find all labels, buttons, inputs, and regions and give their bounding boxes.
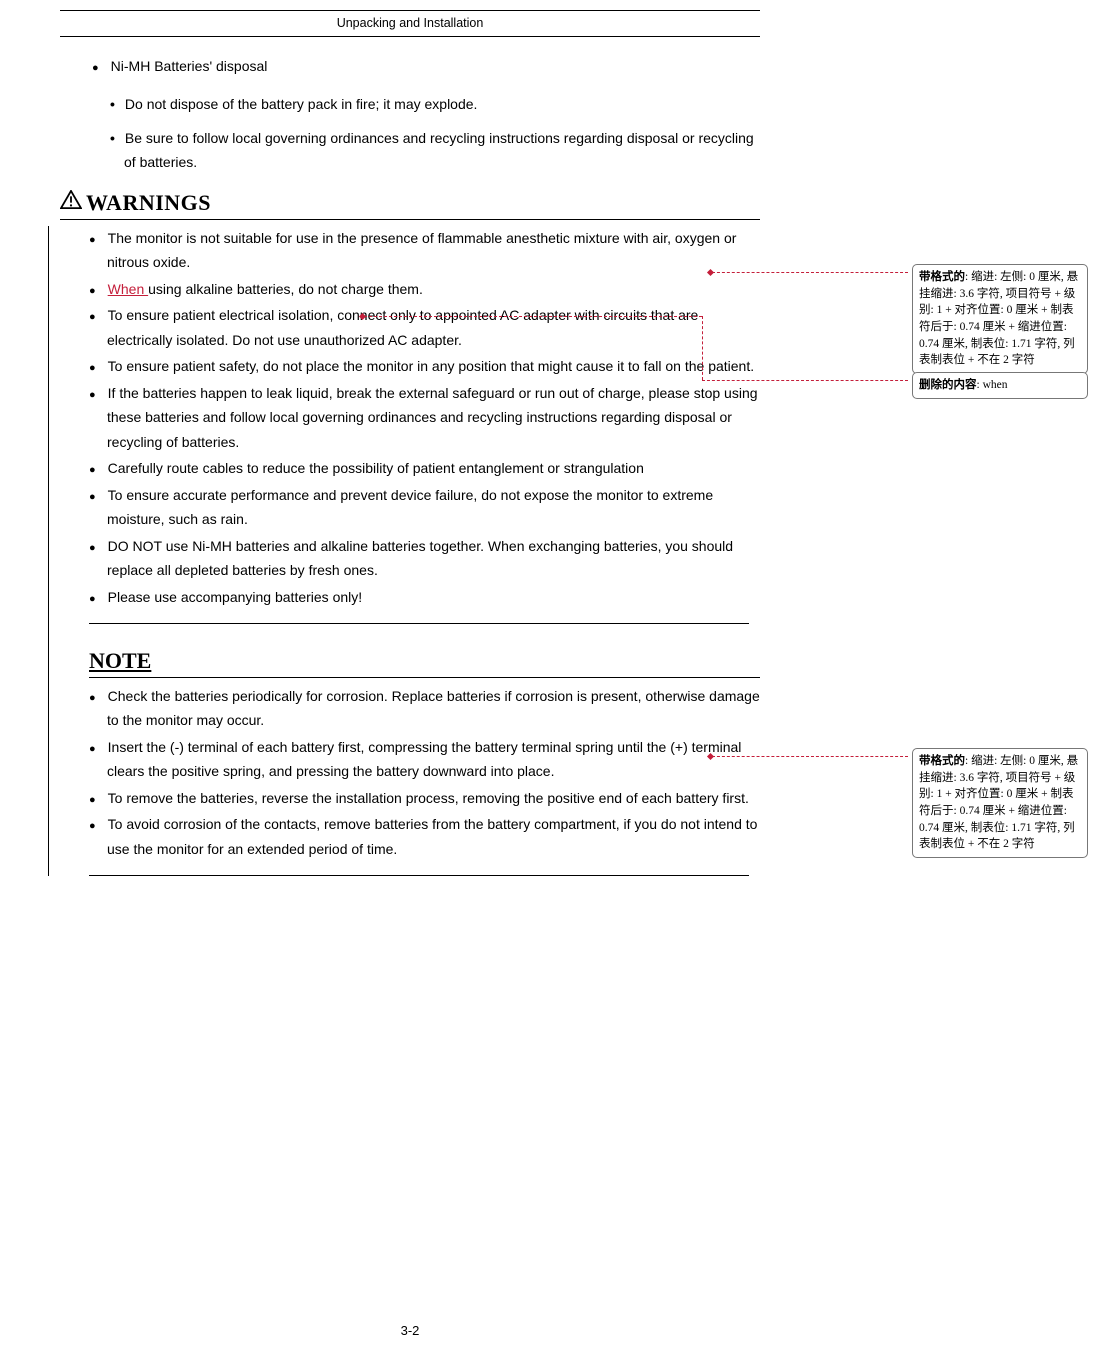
change-bar-section: The monitor is not suitable for use in t… [48,226,760,876]
comment-box-deleted: 删除的内容: when [912,372,1088,399]
comment-connector [712,272,908,273]
warning-item: The monitor is not suitable for use in t… [89,226,760,275]
comment-connector [364,316,702,317]
page-header-title: Unpacking and Installation [60,13,760,37]
note-item: To remove the batteries, reverse the ins… [89,786,760,811]
note-list: Check the batteries periodically for cor… [49,684,760,862]
comment-label: 带格式的 [919,271,965,283]
comment-box-format-1: 带格式的: 缩进: 左侧: 0 厘米, 悬挂缩进: 3.6 字符, 项目符号 +… [912,264,1088,374]
warnings-list: The monitor is not suitable for use in t… [49,226,760,610]
comment-box-format-2: 带格式的: 缩进: 左侧: 0 厘米, 悬挂缩进: 3.6 字符, 项目符号 +… [912,748,1088,858]
warning-item: To ensure accurate performance and preve… [89,483,760,532]
tracked-insert-text: When [108,281,148,297]
warnings-heading: WARNINGS [60,184,760,221]
comment-text: : 缩进: 左侧: 0 厘米, 悬挂缩进: 3.6 字符, 项目符号 + 级别:… [919,755,1078,850]
page-number: 3-2 [0,1320,820,1342]
warning-item: DO NOT use Ni-MH batteries and alkaline … [89,534,760,583]
note-heading: NOTE [89,642,760,679]
warning-item: To ensure patient electrical isolation, … [89,303,760,352]
comment-connector [702,316,703,380]
note-item: To avoid corrosion of the contacts, remo… [89,812,760,861]
comment-text: : 缩进: 左侧: 0 厘米, 悬挂缩进: 3.6 字符, 项目符号 + 级别:… [919,271,1078,366]
warning-item: To ensure patient safety, do not place t… [89,354,760,379]
comment-connector [702,380,908,381]
comment-text: : when [977,379,1008,391]
warning-icon [60,190,82,217]
note-item: Check the batteries periodically for cor… [89,684,760,733]
comment-connector [712,756,908,757]
header-line [60,10,760,11]
warnings-end-line [89,623,749,624]
comment-label: 带格式的 [919,755,965,767]
comment-label: 删除的内容 [919,379,977,391]
disposal-heading: Ni-MH Batteries' disposal [92,55,760,79]
warning-item: If the batteries happen to leak liquid, … [89,381,760,455]
warning-item-rest: using alkaline batteries, do not charge … [148,281,423,297]
note-underline [89,677,760,678]
warning-item-tracked: When using alkaline batteries, do not ch… [89,277,760,302]
disposal-item: Be sure to follow local governing ordina… [110,127,760,175]
warning-item: Carefully route cables to reduce the pos… [89,456,760,481]
warnings-heading-text: WARNINGS [86,184,211,221]
warning-item: Please use accompanying batteries only! [89,585,760,610]
disposal-item: Do not dispose of the battery pack in fi… [110,93,760,117]
note-end-line [89,875,749,876]
note-item: Insert the (-) terminal of each battery … [89,735,760,784]
page: Unpacking and Installation Ni-MH Batteri… [0,0,820,924]
